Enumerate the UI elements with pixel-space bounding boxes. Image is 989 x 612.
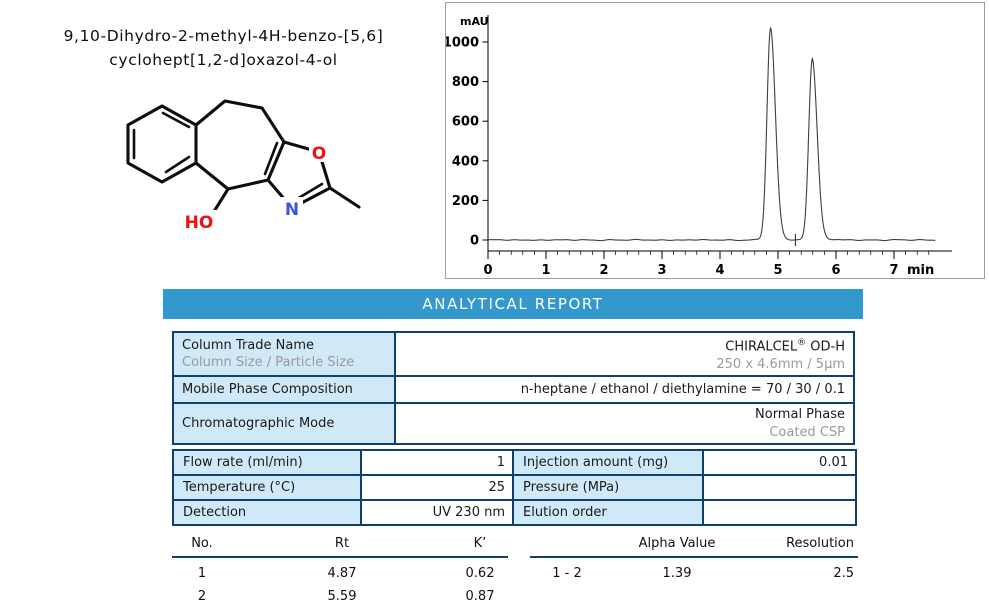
y-axis-unit-label: mAU [460, 15, 489, 28]
table-row: 2 5.59 0.87 [172, 589, 508, 604]
selectivity-results-table: Alpha Value Resolution 1 - 2 1.39 2.5 [530, 536, 858, 581]
retention-time: 4.87 [327, 566, 357, 581]
detection-value-cell: UV 230 nm [360, 499, 514, 526]
y-tick-label: 0 [470, 234, 479, 249]
report-banner: ANALYTICAL REPORT [163, 289, 863, 319]
chromatographic-mode-value-cell: Normal Phase Coated CSP [394, 402, 855, 446]
x-axis-unit-label: min [907, 263, 934, 278]
column-trade-name-label: Column Trade Name [182, 337, 314, 353]
chromatographic-mode-label-cell: Chromatographic Mode [172, 402, 396, 446]
y-tick-label: 1000 [446, 36, 479, 51]
pressure-label-cell: Pressure (MPa) [512, 474, 704, 501]
molecule-structure: O N HO [126, 99, 361, 233]
table-row: 1 - 2 1.39 2.5 [530, 566, 858, 581]
table-row: Flow rate (ml/min) 1 Injection amount (m… [172, 449, 857, 476]
elution-order-label-cell: Elution order [512, 499, 704, 526]
retention-time: 5.59 [327, 589, 357, 604]
table-row: Column Trade Name Column Size / Particle… [172, 330, 855, 378]
chromatogram-trace [487, 27, 936, 242]
injection-amount-value-cell: 0.01 [702, 449, 857, 476]
kprime-column-header: K’ [473, 536, 487, 551]
resolution-column-header: Resolution [786, 536, 854, 551]
peak-pair: 1 - 2 [552, 566, 582, 581]
y-tick-label: 200 [452, 194, 479, 209]
x-tick-label: 0 [483, 263, 492, 278]
x-tick-label: 2 [599, 263, 608, 278]
table-row: Temperature (°C) 25 Pressure (MPa) [172, 474, 857, 501]
capacity-factor: 0.62 [465, 566, 495, 581]
chromatogram-panel: 0 200 400 600 800 1000 mAU 0 1 2 3 4 5 6 7 min [443, 2, 985, 279]
hydroxyl-label: HO [185, 213, 214, 233]
mobile-phase-label: Mobile Phase Composition [182, 382, 353, 398]
elution-order-value-cell [702, 499, 857, 526]
flow-rate-label-cell: Flow rate (ml/min) [172, 449, 362, 476]
column-info-table: Column Trade Name Column Size / Particle… [172, 330, 855, 446]
detection-label-cell: Detection [172, 499, 362, 526]
report-banner-title: ANALYTICAL REPORT [422, 295, 604, 313]
results-header-row: Alpha Value Resolution [530, 536, 858, 558]
csp-type-value: Coated CSP [769, 424, 845, 440]
seven-membered-ring [194, 99, 286, 191]
x-tick-label: 4 [715, 263, 724, 278]
alpha-value: 1.39 [662, 566, 692, 581]
rt-column-header: Rt [334, 536, 350, 551]
table-row: Detection UV 230 nm Elution order [172, 499, 857, 526]
y-tick-label: 800 [452, 75, 479, 90]
parameters-table: Flow rate (ml/min) 1 Injection amount (m… [172, 449, 857, 526]
retention-results-table: No. Rt K’ 1 4.87 0.62 2 5.59 0.87 [172, 536, 508, 604]
injection-amount-label-cell: Injection amount (mg) [512, 449, 704, 476]
benzene-ring [126, 104, 198, 184]
pair-column-header [530, 536, 604, 551]
alpha-column-header: Alpha Value [638, 536, 716, 551]
chromatographic-mode-value: Normal Phase [755, 407, 845, 423]
table-row: 1 4.87 0.62 [172, 566, 508, 581]
mobile-phase-label-cell: Mobile Phase Composition [172, 375, 396, 405]
chromatogram-plot: 0 200 400 600 800 1000 mAU 0 1 2 3 4 5 6 7 min [443, 15, 952, 278]
column-trade-name-value-cell: CHIRALCEL® OD-H 250 x 4.6mm / 5µm [394, 330, 855, 378]
temperature-value-cell: 25 [360, 474, 514, 501]
y-tick-label: 400 [452, 154, 479, 169]
nitrogen-atom-label: N [285, 200, 299, 220]
table-row: Mobile Phase Composition n-heptane / eth… [172, 375, 855, 405]
methyl-bond [328, 186, 361, 209]
peak-number: 2 [197, 589, 207, 604]
x-tick-label: 3 [657, 263, 666, 278]
x-tick-label: 7 [889, 263, 898, 278]
mobile-phase-value: n-heptane / ethanol / diethylamine = 70 … [520, 382, 845, 398]
results-header-row: No. Rt K’ [172, 536, 508, 558]
flow-rate-value-cell: 1 [360, 449, 514, 476]
x-tick-label: 6 [831, 263, 840, 278]
oxygen-atom-label: O [312, 144, 326, 164]
chromatographic-mode-label: Chromatographic Mode [182, 416, 335, 432]
column-trade-name-value: CHIRALCEL® OD-H [725, 338, 845, 355]
y-tick-label: 600 [452, 115, 479, 130]
column-trade-name-label-cell: Column Trade Name Column Size / Particle… [172, 330, 396, 378]
compound-name-line2: cyclohept[1,2-d]oxazol-4-ol [109, 51, 338, 69]
mobile-phase-value-cell: n-heptane / ethanol / diethylamine = 70 … [394, 375, 855, 405]
column-size-label: Column Size / Particle Size [182, 355, 355, 371]
pressure-value-cell [702, 474, 857, 501]
column-size-value: 250 x 4.6mm / 5µm [716, 356, 845, 372]
temperature-label-cell: Temperature (°C) [172, 474, 362, 501]
compound-name: 9,10-Dihydro-2-methyl-4H-benzo-[5,6] cyc… [0, 24, 447, 72]
peak-number: 1 [197, 566, 207, 581]
no-column-header: No. [191, 536, 213, 551]
resolution-value: 2.5 [833, 566, 854, 581]
table-row: Chromatographic Mode Normal Phase Coated… [172, 402, 855, 446]
x-tick-label: 1 [541, 263, 550, 278]
x-tick-label: 5 [773, 263, 782, 278]
compound-name-line1: 9,10-Dihydro-2-methyl-4H-benzo-[5,6] [63, 27, 384, 45]
capacity-factor: 0.87 [465, 589, 495, 604]
